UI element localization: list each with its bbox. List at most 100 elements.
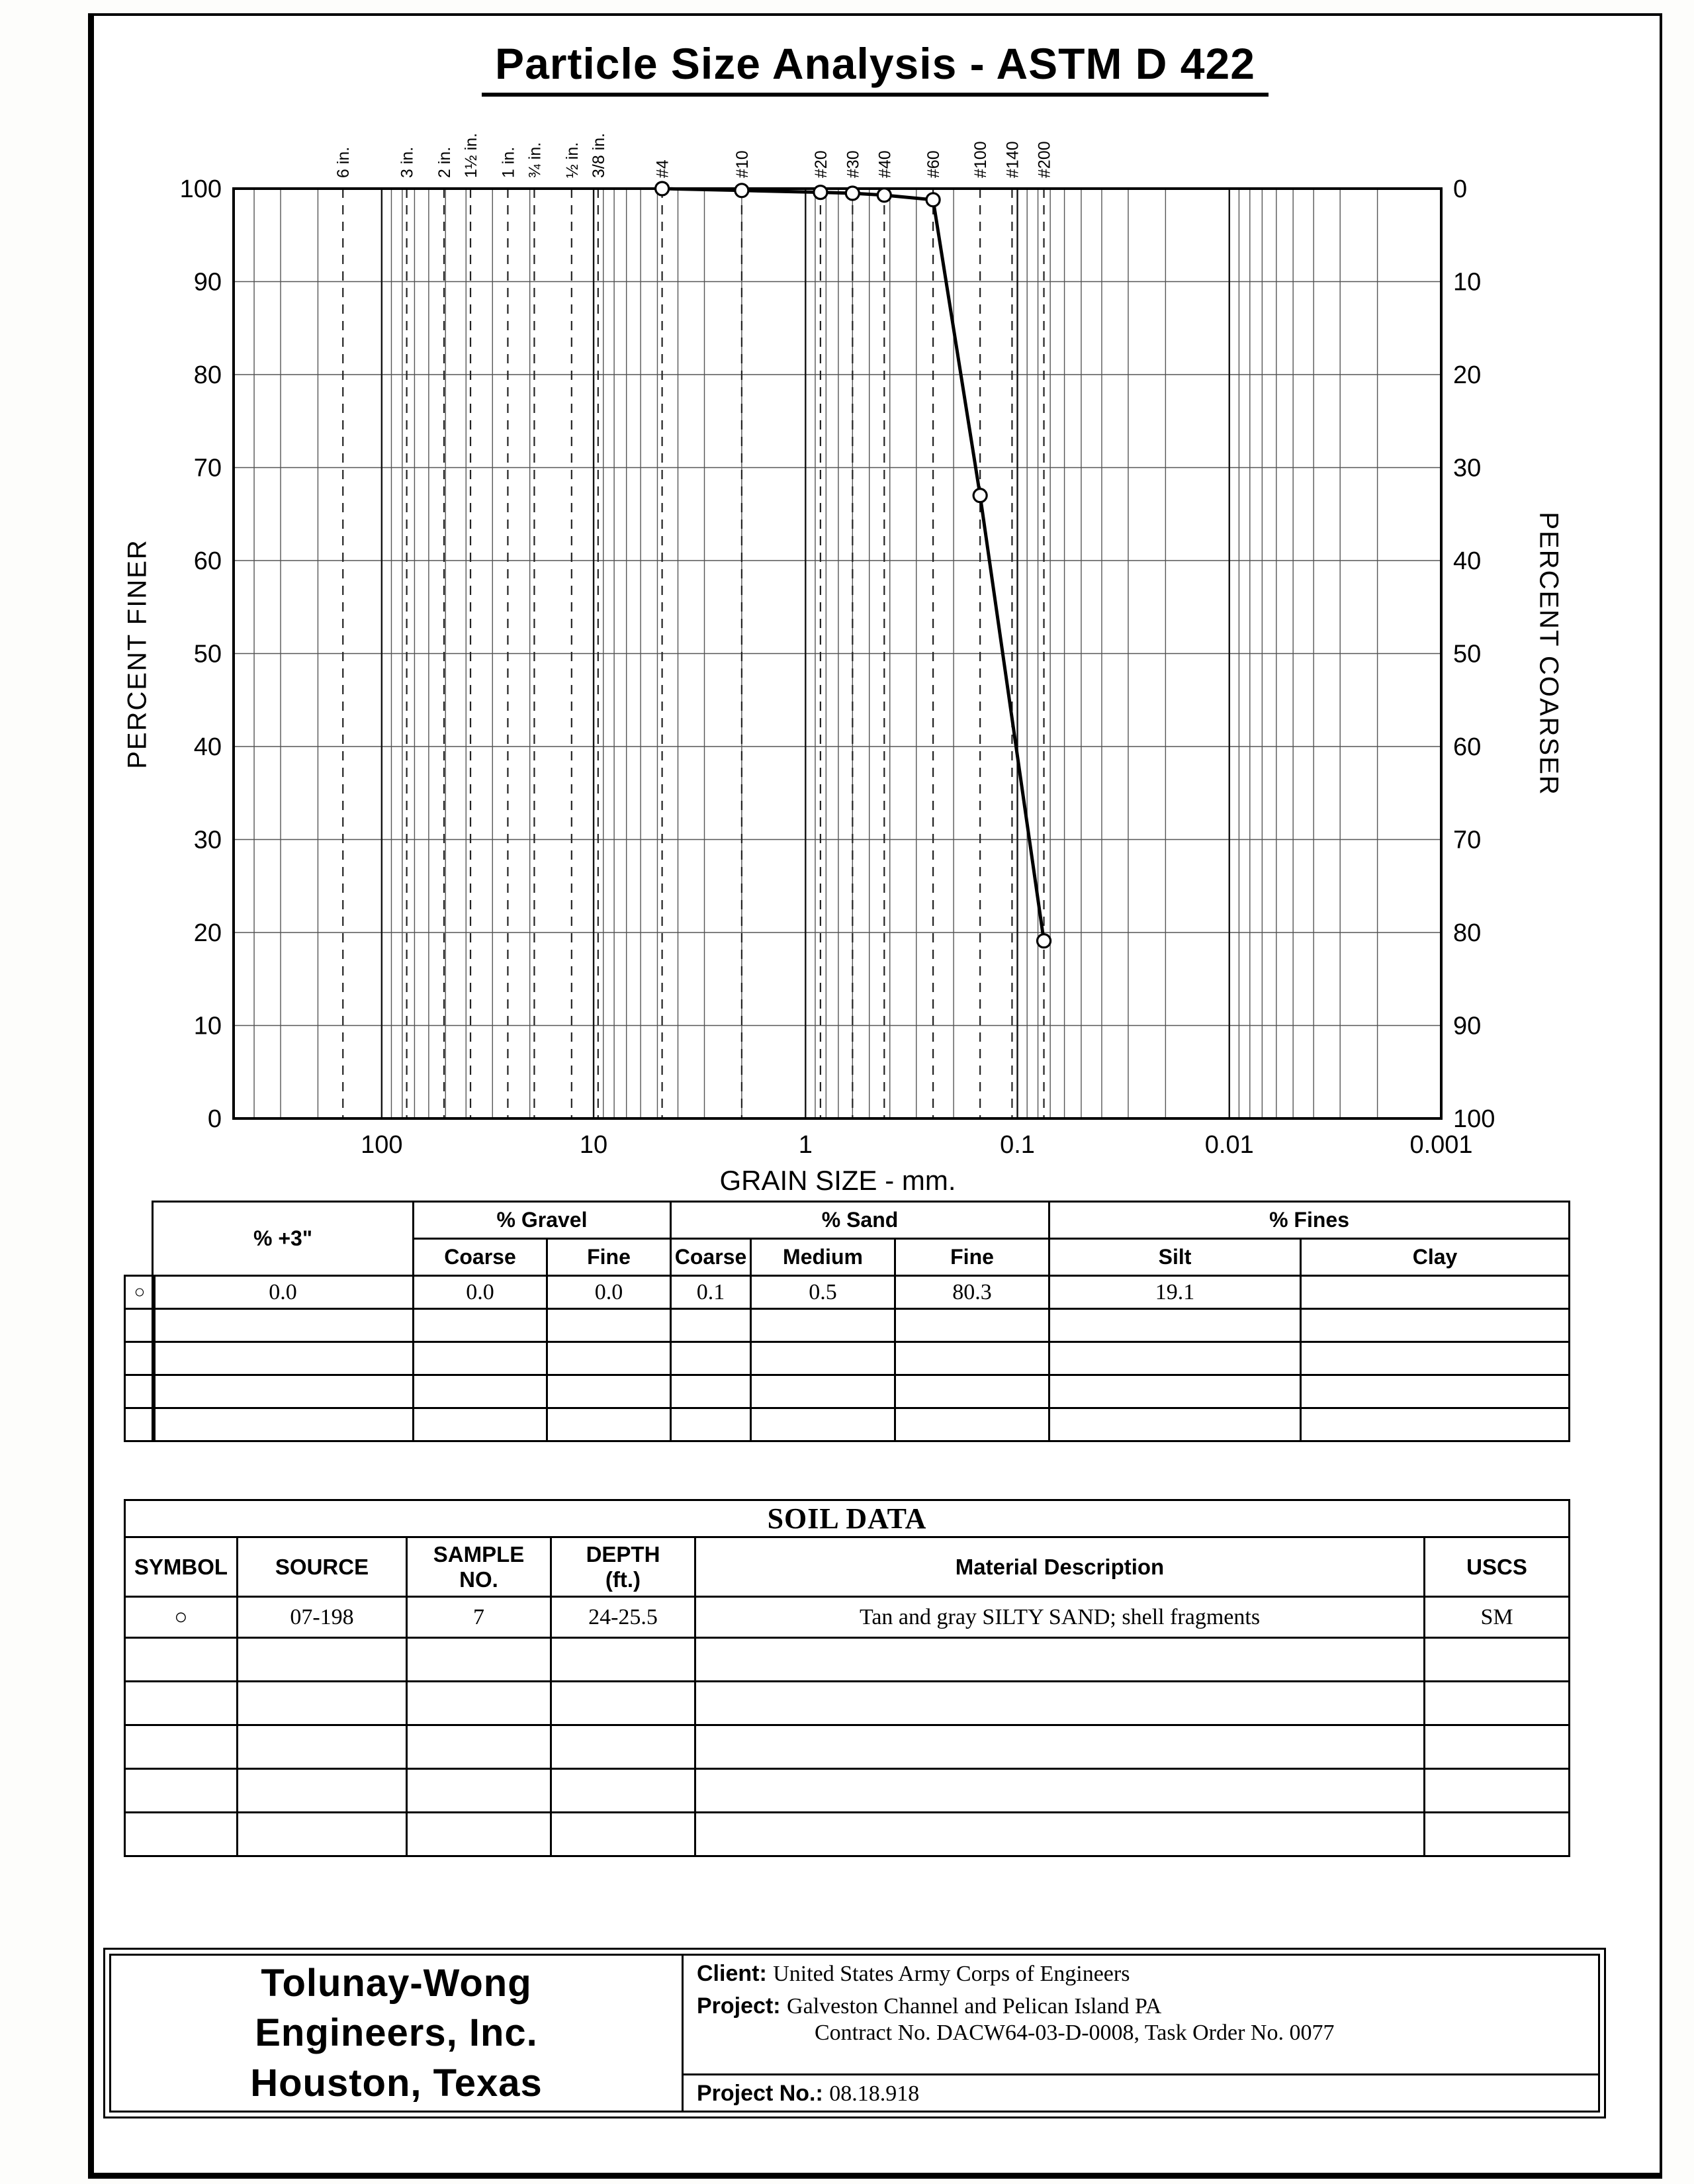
svg-text:0.01: 0.01 (1205, 1131, 1254, 1159)
empty-cell (550, 1724, 696, 1770)
svg-text:¾ in.: ¾ in. (525, 142, 544, 178)
empty-row (152, 1308, 1571, 1343)
svg-text:50: 50 (194, 641, 222, 668)
depth-value: 24-25.5 (550, 1596, 696, 1639)
svg-text:0: 0 (208, 1105, 222, 1133)
empty-cell (406, 1637, 552, 1682)
client-label: Client: (697, 1961, 767, 1986)
source-header: SOURCE (236, 1536, 408, 1598)
table-subheader-row: Coarse Fine Coarse Medium Fine Silt Clay (153, 1238, 1571, 1277)
empty-cell (893, 1407, 1051, 1442)
data-point (876, 187, 892, 203)
symbol-value: ○ (124, 1596, 238, 1639)
empty-cell (1048, 1374, 1302, 1409)
sand-coarse-value: 0.1 (670, 1275, 752, 1310)
symbol-header: SYMBOL (124, 1536, 238, 1598)
empty-cell (694, 1724, 1425, 1770)
svg-text:20: 20 (194, 919, 222, 947)
svg-text:80: 80 (194, 361, 222, 389)
plot-border (232, 187, 1443, 1120)
material-description-value: Tan and gray SILTY SAND; shell fragments (694, 1596, 1425, 1639)
empty-cell (893, 1308, 1051, 1343)
empty-cell (670, 1308, 752, 1343)
empty-cell (406, 1680, 552, 1726)
empty-cell (694, 1680, 1425, 1726)
empty-cell (750, 1308, 896, 1343)
plus3-value: 0.0 (152, 1275, 414, 1310)
sample-no-header: SAMPLE NO. (406, 1536, 552, 1598)
empty-cell (236, 1637, 408, 1682)
empty-cell (550, 1637, 696, 1682)
empty-cell (1423, 1680, 1571, 1726)
footer-inner-border: Tolunay-Wong Engineers, Inc. Houston, Te… (109, 1954, 1600, 2113)
svg-text:1: 1 (799, 1131, 813, 1159)
empty-cell (1048, 1308, 1302, 1343)
empty-cell (124, 1407, 156, 1442)
empty-cell (694, 1811, 1425, 1857)
empty-cell (152, 1407, 414, 1442)
empty-row (124, 1374, 156, 1409)
company-name-line2: Engineers, Inc. (255, 2011, 538, 2055)
grain-size-chart: 6 in. 3 in. 2 in. 1½ in. 1 in. ¾ in. ½ in. 3/8 … (180, 133, 1495, 1159)
project-value: Galveston Channel and Pelican Island PA (787, 1994, 1162, 2019)
footer: Tolunay-Wong Engineers, Inc. Houston, Te… (103, 1948, 1606, 2118)
silt-value: 19.1 (1048, 1275, 1302, 1310)
depth-header-line1: DEPTH (586, 1541, 660, 1567)
empty-cell (1423, 1724, 1571, 1770)
empty-cell (124, 1308, 156, 1343)
svg-text:#4: #4 (654, 159, 672, 178)
empty-row (124, 1768, 1571, 1813)
empty-cell (1300, 1374, 1571, 1409)
empty-cell (893, 1341, 1051, 1376)
svg-text:100: 100 (180, 175, 222, 203)
svg-text:20: 20 (1453, 361, 1481, 389)
material-description-header: Material Description (694, 1536, 1425, 1598)
empty-cell (1048, 1407, 1302, 1442)
empty-cell (694, 1768, 1425, 1813)
svg-text:10: 10 (1453, 269, 1481, 296)
empty-cell (406, 1768, 552, 1813)
empty-cell (1300, 1341, 1571, 1376)
svg-text:70: 70 (1453, 827, 1481, 854)
source-value: 07-198 (236, 1596, 408, 1639)
data-point (972, 488, 988, 504)
table-row: 0.0 0.0 0.0 0.1 0.5 80.3 19.1 (152, 1275, 1571, 1310)
svg-text:90: 90 (194, 269, 222, 296)
project-row: Project: Galveston Channel and Pelican I… (684, 1988, 1598, 2047)
svg-text:0.1: 0.1 (1000, 1131, 1035, 1159)
data-point (654, 181, 670, 197)
y-axis-title-left: PERCENT FINER (122, 539, 152, 769)
empty-cell (750, 1407, 896, 1442)
empty-cell (236, 1724, 408, 1770)
empty-cell (670, 1374, 752, 1409)
svg-text:2 in.: 2 in. (435, 147, 454, 178)
svg-text:40: 40 (1453, 547, 1481, 575)
empty-cell (1423, 1637, 1571, 1682)
svg-text:50: 50 (1453, 641, 1481, 668)
data-point (844, 185, 860, 201)
table-row: ○ 07-198 7 24-25.5 Tan and gray SILTY SA… (124, 1596, 1571, 1639)
data-point (813, 185, 828, 201)
horizontal-gridlines (234, 281, 1441, 1026)
empty-cell (546, 1308, 672, 1343)
empty-cell (124, 1724, 238, 1770)
svg-text:90: 90 (1453, 1013, 1481, 1040)
svg-text:#100: #100 (971, 141, 990, 178)
empty-cell (550, 1680, 696, 1726)
empty-cell (1300, 1308, 1571, 1343)
uscs-header: USCS (1423, 1536, 1571, 1598)
empty-cell (406, 1811, 552, 1857)
empty-cell (1423, 1768, 1571, 1813)
project-no-row: Project No.: 08.18.918 (684, 2073, 1598, 2111)
svg-text:#200: #200 (1036, 141, 1054, 178)
empty-cell (124, 1811, 238, 1857)
empty-cell (546, 1374, 672, 1409)
table-row: ○ (124, 1275, 156, 1310)
sand-header: % Sand (669, 1201, 1051, 1240)
silt-header: Silt (1048, 1238, 1302, 1277)
svg-text:80: 80 (1453, 919, 1481, 947)
soil-data-table: SOIL DATA SYMBOL SOURCE SAMPLE NO. DEPTH(… (123, 1499, 1571, 1857)
empty-cell (412, 1407, 548, 1442)
gravel-fine-value: 0.0 (546, 1275, 672, 1310)
company-block: Tolunay-Wong Engineers, Inc. Houston, Te… (111, 1956, 684, 2111)
